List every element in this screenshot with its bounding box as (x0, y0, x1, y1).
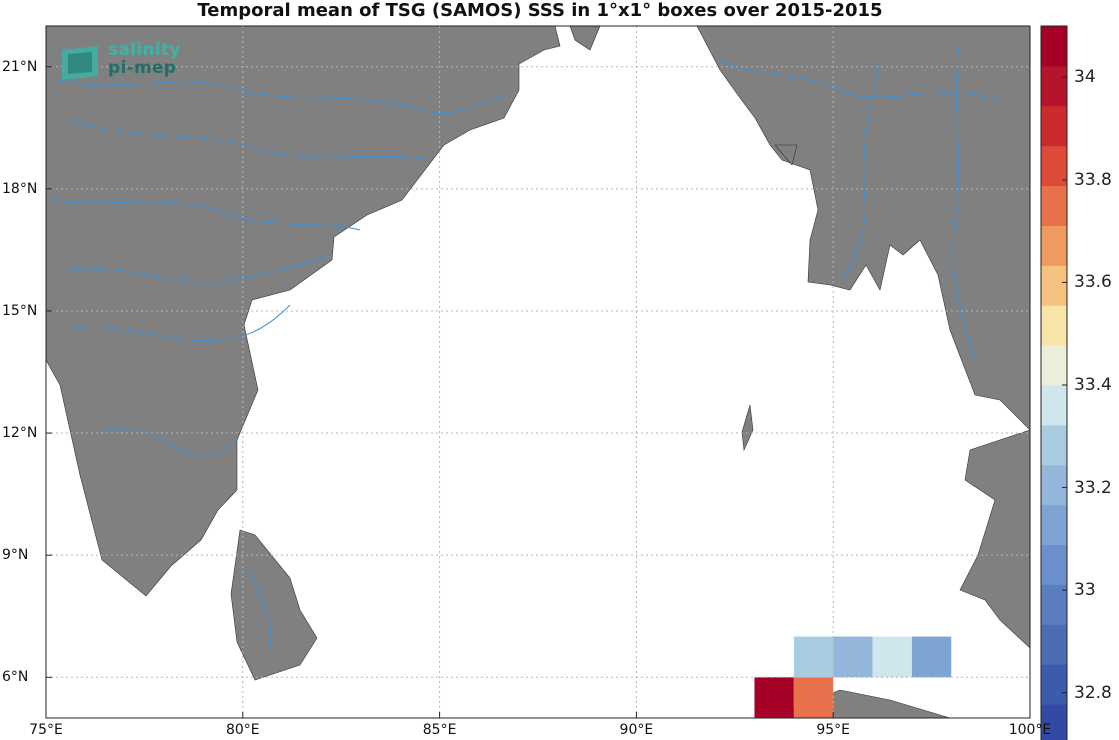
colorbar-segment (1041, 704, 1067, 740)
lat-label: 12°N (2, 425, 38, 442)
colorbar-tick-label: 33.8 (1074, 169, 1112, 190)
colorbar-tick-label: 34 (1074, 67, 1096, 88)
sss-cells (754, 636, 952, 718)
sss-cell (793, 636, 834, 678)
colorbar-frame (1040, 25, 1068, 740)
lat-label: 18°N (2, 180, 38, 197)
sss-cell (833, 636, 873, 678)
river-kaveri (99, 427, 238, 456)
logo-icon (62, 46, 98, 80)
river-salween (952, 39, 976, 361)
lon-label: 95°E (816, 722, 851, 738)
colorbar-segment (1041, 305, 1067, 346)
land-andaman-2 (774, 144, 798, 166)
land-coast-notch (569, 26, 601, 51)
colorbar-segment (1041, 584, 1067, 625)
colorbar-segment (1041, 145, 1067, 187)
lon-label: 85°E (422, 722, 457, 738)
colorbar-segment (1041, 185, 1067, 226)
colorbar-segment (1041, 225, 1067, 266)
logo-line1: salinity (108, 40, 181, 60)
sss-cell (872, 636, 912, 678)
lon-label: 90°E (619, 722, 654, 738)
colorbar-tick-label: 33 (1074, 580, 1096, 601)
sss-cell (793, 677, 834, 718)
colorbar-segment (1041, 544, 1067, 585)
colorbar (1041, 26, 1067, 740)
colorbar-segment (1041, 464, 1067, 506)
river-narmada (49, 199, 361, 231)
colorbar-tick-label: 32.8 (1074, 682, 1112, 703)
land-india (46, 26, 561, 597)
lon-label: 75°E (29, 722, 63, 738)
lat-label: 15°N (2, 302, 38, 319)
colorbar-tick-label: 33.4 (1074, 375, 1112, 395)
river-brahmaputra (719, 59, 1001, 101)
river-krishna (69, 304, 291, 342)
colorbar-segment (1041, 345, 1067, 386)
colorbar-segment (1041, 424, 1067, 466)
colorbar-tick-label: 33.6 (1074, 272, 1112, 293)
map-frame (45, 25, 1031, 719)
lat-label: 9°N (2, 547, 29, 564)
salinity-pi-mep-logo: salinity pi-mep (58, 40, 198, 90)
colorbar-tick-label: 33.2 (1074, 477, 1112, 498)
river-yamuna (69, 119, 431, 161)
logo-line2: pi-mep (108, 58, 177, 78)
colorbar-segment (1041, 265, 1067, 306)
lon-label: 100°E (1008, 722, 1052, 738)
lat-label: 21°N (2, 58, 38, 75)
land-sri-lanka (230, 529, 318, 681)
river-godavari (59, 254, 331, 283)
river-srilanka (249, 569, 272, 651)
colorbar-segment (1041, 26, 1067, 67)
sss-cell (911, 636, 952, 678)
colorbar-segment (1041, 65, 1067, 107)
colorbar-segment (1041, 664, 1067, 705)
rivers-layer (49, 39, 1001, 651)
axis-ticks (45, 66, 1031, 718)
lon-label: 80°E (225, 722, 260, 738)
colorbar-segment (1041, 624, 1067, 665)
river-ganges (59, 79, 511, 114)
colorbar-segment (1041, 105, 1067, 147)
river-irrawaddy (844, 59, 881, 281)
colorbar-segment (1041, 385, 1067, 426)
land-myanmar (696, 26, 1030, 649)
chart-title: Temporal mean of TSG (SAMOS) SSS in 1°x1… (197, 0, 883, 21)
land-andaman-1 (741, 404, 754, 452)
sss-cell (754, 677, 794, 718)
colorbar-segment (1041, 504, 1067, 546)
lat-label: 6°N (2, 669, 29, 686)
